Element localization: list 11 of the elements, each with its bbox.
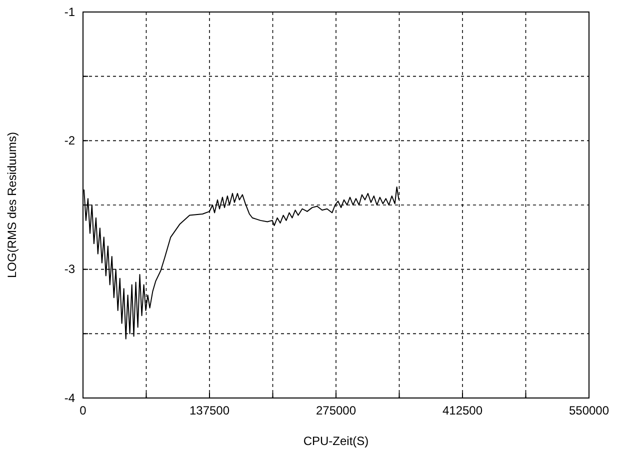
x-tick-label: 275000 [316, 404, 356, 418]
x-tick-label: 550000 [568, 404, 610, 418]
x-tick-label: 137500 [189, 404, 230, 418]
y-tick-label: -4 [64, 390, 76, 405]
y-axis-title: LOG(RMS des Residuums) [5, 132, 19, 278]
y-tick-label: -3 [64, 262, 76, 276]
x-tick-label: 412500 [442, 404, 483, 418]
x-tick-label: 0 [80, 404, 87, 418]
y-tick-label: -2 [64, 134, 76, 148]
y-tick-label: -1 [64, 4, 76, 19]
x-axis-title: CPU-Zeit(S) [303, 434, 369, 448]
